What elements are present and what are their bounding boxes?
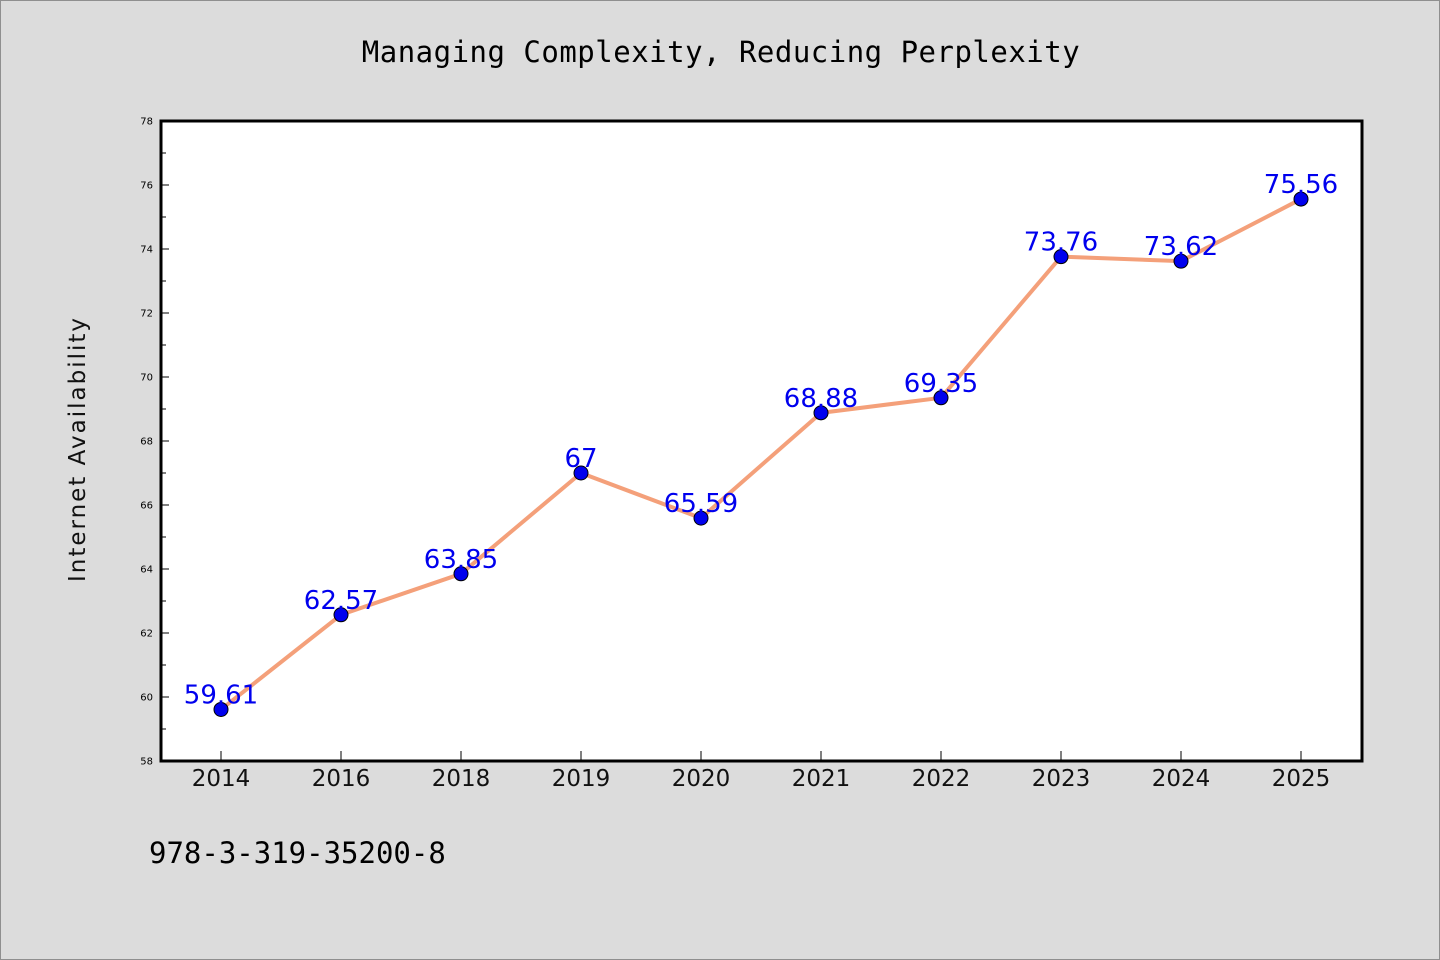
x-axis: 2014 2016 2018 2019 2020 2021 2022 2023 2024 2025 xyxy=(192,751,1331,792)
data-label: 68.88 xyxy=(784,384,858,414)
data-label: 73.76 xyxy=(1024,228,1098,258)
isbn-footer: 978-3-319-35200-8 xyxy=(149,836,446,870)
data-labels: 59.61 62.57 63.85 67 65.59 68.88 69.35 73.76 73.… xyxy=(184,170,1338,710)
x-tick-label: 2019 xyxy=(552,766,611,792)
data-point xyxy=(693,510,709,526)
x-tick-label: 2024 xyxy=(1152,766,1211,792)
series-line xyxy=(219,197,1302,712)
data-point xyxy=(453,566,469,582)
data-label: 73.62 xyxy=(1144,232,1218,262)
x-tick-label: 2016 xyxy=(312,766,371,792)
x-tick-label: 2014 xyxy=(192,766,251,792)
data-label: 62.57 xyxy=(304,586,378,616)
data-point xyxy=(573,465,589,481)
data-label: 75.56 xyxy=(1264,170,1338,200)
plot-area xyxy=(159,119,1364,763)
series xyxy=(213,191,1309,717)
data-point xyxy=(1173,253,1189,269)
y-tick-label: 66 xyxy=(140,501,153,512)
data-label: 63.85 xyxy=(424,545,498,575)
data-point xyxy=(1293,191,1309,207)
y-axis: 58 60 62 64 66 68 70 72 74 76 78 xyxy=(140,117,169,768)
y-tick-label: 78 xyxy=(140,117,153,128)
y-tick-label: 74 xyxy=(140,245,153,256)
y-tick-label: 72 xyxy=(140,309,153,320)
x-tick-label: 2022 xyxy=(912,766,971,792)
y-tick-label: 60 xyxy=(140,693,153,704)
x-tick-label: 2020 xyxy=(672,766,731,792)
y-tick-label: 62 xyxy=(140,629,153,640)
x-tick-label: 2021 xyxy=(792,766,851,792)
chart-title: Managing Complexity, Reducing Perplexity xyxy=(361,35,1081,69)
x-tick-label: 2023 xyxy=(1032,766,1091,792)
data-point xyxy=(813,405,829,421)
y-tick-label: 76 xyxy=(140,181,153,192)
x-tick-label: 2018 xyxy=(432,766,491,792)
y-tick-label: 68 xyxy=(140,437,153,448)
data-label: 69.35 xyxy=(904,369,978,399)
data-point xyxy=(1053,249,1069,265)
x-tick-label: 2025 xyxy=(1272,766,1331,792)
data-label: 59.61 xyxy=(184,680,258,710)
data-label: 67 xyxy=(564,444,597,474)
y-tick-label: 64 xyxy=(140,565,153,576)
data-point xyxy=(933,390,949,406)
y-tick-label: 70 xyxy=(140,373,153,384)
y-tick-label: 58 xyxy=(140,757,153,768)
data-point xyxy=(333,607,349,623)
data-label: 65.59 xyxy=(664,489,738,519)
data-point xyxy=(213,701,229,717)
